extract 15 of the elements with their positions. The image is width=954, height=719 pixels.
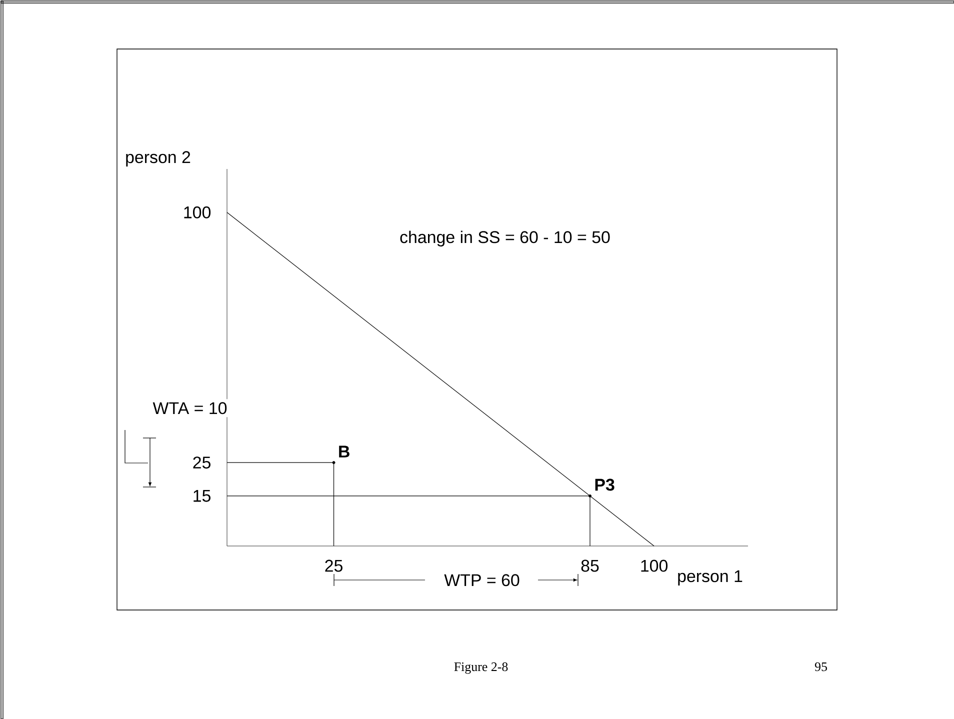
annotation: change in SS = 60 - 10 = 50 bbox=[400, 230, 610, 247]
text: WTP = 60 bbox=[444, 574, 520, 586]
caption: Figure 2-8 bbox=[454, 662, 508, 674]
x-axis-title: person 1 bbox=[678, 570, 742, 586]
y-tick-label: 100 bbox=[184, 206, 211, 218]
x-tick-label: 100 bbox=[641, 560, 668, 572]
y-axis-title: person 2 bbox=[126, 151, 190, 167]
y-tick-label: 15 bbox=[194, 490, 210, 502]
x-tick-label: 25 bbox=[325, 560, 342, 572]
annotation: P3 bbox=[595, 478, 614, 491]
text: WTA = 10 bbox=[152, 402, 227, 414]
x-tick-label: 85 bbox=[581, 560, 599, 572]
y-tick-label: 25 bbox=[193, 456, 210, 469]
annotation: B bbox=[339, 446, 350, 458]
text: 95 bbox=[814, 662, 827, 672]
